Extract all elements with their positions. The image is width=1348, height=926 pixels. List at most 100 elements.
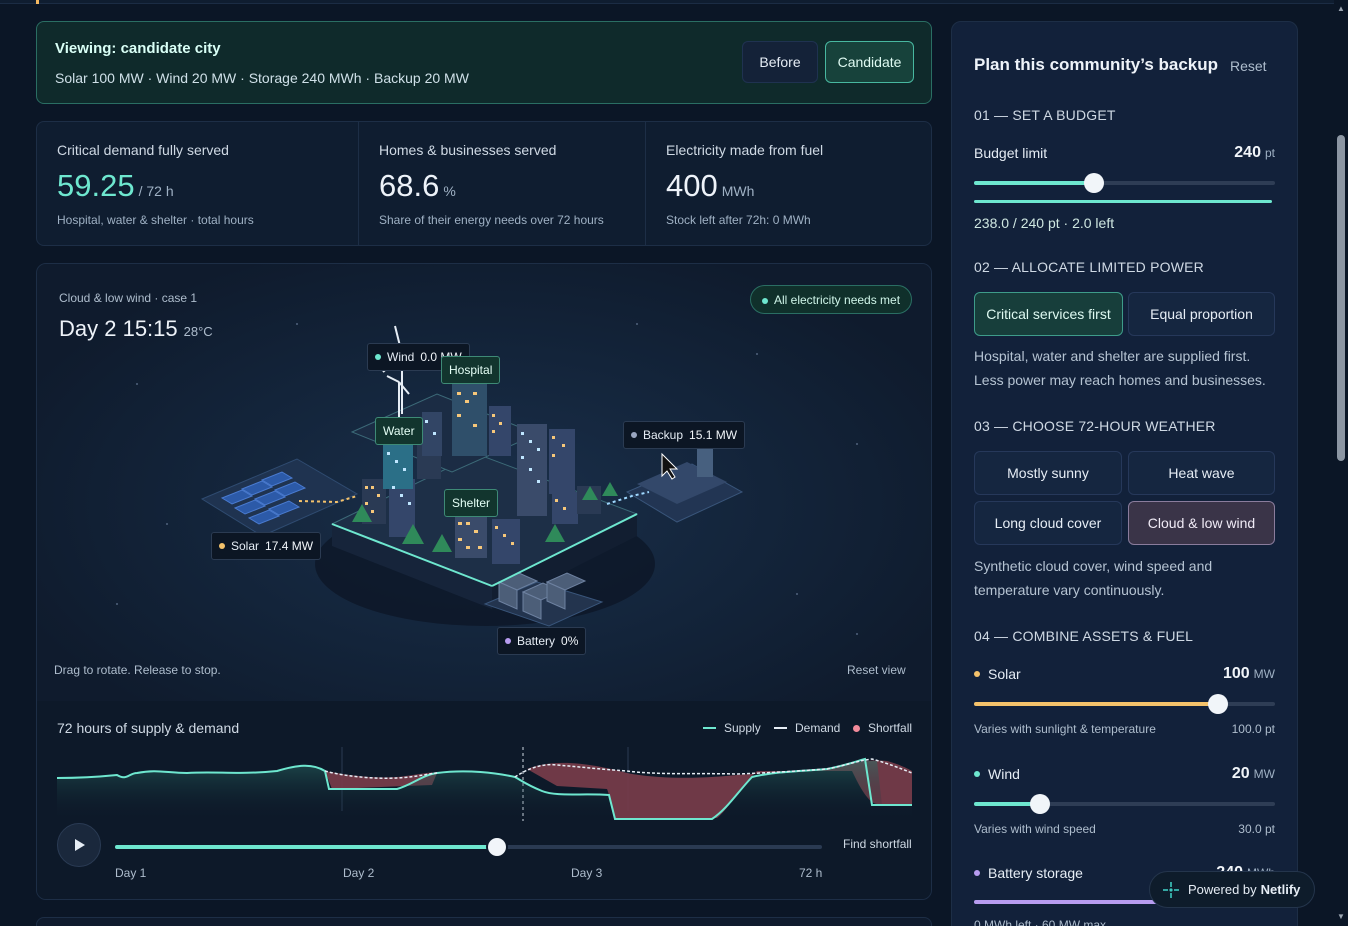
stat-note: Stock left after 72h: 0 MWh bbox=[666, 213, 811, 227]
status-badge: All electricity needs met bbox=[750, 285, 913, 314]
stat-homes-served: Homes & businesses served 68.6% Share of… bbox=[359, 122, 646, 245]
stat-note: Share of their energy needs over 72 hour… bbox=[379, 213, 604, 227]
candidate-banner: Viewing: candidate city Solar 100 MW · W… bbox=[36, 21, 932, 104]
stat-critical-demand: Critical demand fully served 59.25/ 72 h… bbox=[37, 122, 359, 245]
next-panel-edge bbox=[36, 917, 932, 926]
water-tag: Water bbox=[375, 417, 423, 445]
page-scrollbar[interactable]: ▲ ▼ bbox=[1334, 0, 1348, 926]
alloc-equal-proportion[interactable]: Equal proportion bbox=[1128, 292, 1275, 336]
supply-demand-chart[interactable] bbox=[37, 701, 932, 821]
stat-label: Electricity made from fuel bbox=[666, 142, 824, 158]
weather-long-cloud-cover[interactable]: Long cloud cover bbox=[974, 501, 1122, 545]
wind-slider-handle[interactable] bbox=[1030, 794, 1051, 814]
budget-slider[interactable] bbox=[974, 173, 1275, 193]
timeline-progress bbox=[115, 845, 497, 849]
play-button[interactable] bbox=[57, 823, 101, 867]
banner-summary: Solar 100 MW · Wind 20 MW · Storage 240 … bbox=[55, 70, 469, 86]
solar-cost: 100.0 pt bbox=[1231, 722, 1275, 736]
scrollbar-thumb[interactable] bbox=[1337, 135, 1345, 461]
stats-panel: Critical demand fully served 59.25/ 72 h… bbox=[36, 121, 932, 246]
solar-tag: Solar 17.4 MW bbox=[211, 532, 322, 560]
budget-slider-handle[interactable] bbox=[1084, 173, 1105, 193]
top-accent bbox=[36, 0, 39, 4]
stat-unit: MWh bbox=[721, 183, 755, 199]
step-weather: 03 — CHOOSE 72-HOUR WEATHER bbox=[974, 418, 1216, 434]
legend-supply: Supply bbox=[703, 721, 761, 735]
panel-title: Plan this community’s backup bbox=[974, 55, 1219, 74]
hospital-tag: Hospital bbox=[441, 356, 501, 384]
legend-shortfall: Shortfall bbox=[853, 721, 912, 735]
scroll-up-arrow[interactable]: ▲ bbox=[1337, 4, 1345, 13]
day-time-label: Day 2 15:15 28°C bbox=[59, 316, 213, 341]
wind-note: Varies with wind speed bbox=[974, 822, 1096, 836]
find-shortfall-button[interactable]: Find shortfall bbox=[843, 837, 912, 851]
stat-unit: % bbox=[443, 183, 456, 199]
timeline-scrubber[interactable] bbox=[115, 838, 822, 856]
play-icon bbox=[75, 839, 85, 851]
stat-unit: / 72 h bbox=[138, 183, 174, 199]
timeline-handle[interactable] bbox=[487, 838, 506, 856]
tick-day-3: Day 3 bbox=[571, 866, 603, 880]
stat-label: Critical demand fully served bbox=[57, 142, 229, 158]
before-button[interactable]: Before bbox=[742, 41, 818, 83]
wind-label: Wind bbox=[974, 766, 1020, 782]
weather-case-label: Cloud & low wind · case 1 bbox=[59, 291, 198, 305]
solar-label: Solar bbox=[974, 666, 1021, 682]
step-budget: 01 — SET A BUDGET bbox=[974, 107, 1116, 123]
battery-tag: Battery 0% bbox=[497, 627, 587, 655]
supply-demand-timeline: 72 hours of supply & demand Supply Deman… bbox=[37, 701, 932, 899]
wind-value: 20 MW bbox=[1231, 765, 1275, 782]
battery-label: Battery storage bbox=[974, 865, 1083, 881]
solar-note: Varies with sunlight & temperature bbox=[974, 722, 1156, 736]
step-assets: 04 — COMBINE ASSETS & FUEL bbox=[974, 628, 1194, 644]
weather-mostly-sunny[interactable]: Mostly sunny bbox=[974, 451, 1122, 495]
budget-slider-fill bbox=[974, 181, 1095, 185]
wind-cost: 30.0 pt bbox=[1238, 822, 1275, 836]
legend-demand: Demand bbox=[774, 721, 840, 735]
city-3d-view[interactable]: Cloud & low wind · case 1 Day 2 15:15 28°… bbox=[37, 264, 931, 701]
alloc-critical-first[interactable]: Critical services first bbox=[974, 292, 1123, 336]
tick-day-1: Day 1 bbox=[115, 866, 147, 880]
stat-value: 400 MWh bbox=[666, 168, 755, 203]
budget-status: 238.0 / 240 pt · 2.0 left bbox=[974, 215, 1115, 231]
battery-slider[interactable] bbox=[974, 900, 1275, 904]
stat-fuel-electricity: Electricity made from fuel 400 MWh Stock … bbox=[646, 122, 931, 245]
banner-title: Viewing: candidate city bbox=[55, 40, 221, 57]
weather-description: Synthetic cloud cover, wind speed and te… bbox=[974, 558, 1213, 598]
wind-slider-fill bbox=[974, 802, 1041, 806]
solar-value: 100 MW bbox=[1222, 665, 1275, 682]
stat-value: 59.25/ 72 h bbox=[57, 168, 174, 203]
stat-value: 68.6% bbox=[379, 168, 456, 203]
weather-heat-wave[interactable]: Heat wave bbox=[1128, 451, 1275, 495]
candidate-button[interactable]: Candidate bbox=[825, 41, 914, 83]
step-allocate: 02 — ALLOCATE LIMITED POWER bbox=[974, 259, 1204, 275]
alloc-description: Hospital, water and shelter are supplied… bbox=[974, 348, 1266, 388]
solar-slider-fill bbox=[974, 702, 1218, 706]
stat-label: Homes & businesses served bbox=[379, 142, 557, 158]
battery-note: 0 MWh left · 60 MW max bbox=[974, 918, 1107, 926]
netlify-icon bbox=[1163, 882, 1179, 898]
powered-by-netlify-badge[interactable]: Powered by Netlify bbox=[1149, 871, 1315, 908]
temperature: 28°C bbox=[183, 324, 213, 339]
wind-slider[interactable] bbox=[974, 794, 1275, 814]
solar-slider[interactable] bbox=[974, 694, 1275, 714]
budget-usage-bar bbox=[974, 200, 1272, 203]
timeline-title: 72 hours of supply & demand bbox=[57, 720, 240, 736]
shelter-tag: Shelter bbox=[444, 489, 499, 517]
solar-slider-handle[interactable] bbox=[1207, 694, 1228, 714]
reset-view-button[interactable]: Reset view bbox=[847, 663, 906, 677]
budget-value: 240 pt bbox=[1234, 144, 1275, 161]
tick-72h: 72 h bbox=[799, 866, 823, 880]
weather-cloud-low-wind[interactable]: Cloud & low wind bbox=[1128, 501, 1275, 545]
status-dot bbox=[762, 298, 768, 304]
drag-hint: Drag to rotate. Release to stop. bbox=[54, 663, 221, 677]
panel-reset-button[interactable]: Reset bbox=[1230, 58, 1267, 74]
top-strip bbox=[0, 0, 1348, 4]
budget-label: Budget limit bbox=[974, 145, 1048, 161]
scroll-down-arrow[interactable]: ▼ bbox=[1337, 912, 1345, 921]
backup-plan-panel: Plan this community’s backup Reset 01 — … bbox=[951, 21, 1298, 926]
backup-tag: Backup 15.1 MW bbox=[623, 421, 746, 449]
stat-note: Hospital, water & shelter · total hours bbox=[57, 213, 254, 227]
city-illustration bbox=[116, 323, 858, 635]
city-scene-panel: Cloud & low wind · case 1 Day 2 15:15 28°… bbox=[36, 263, 932, 900]
